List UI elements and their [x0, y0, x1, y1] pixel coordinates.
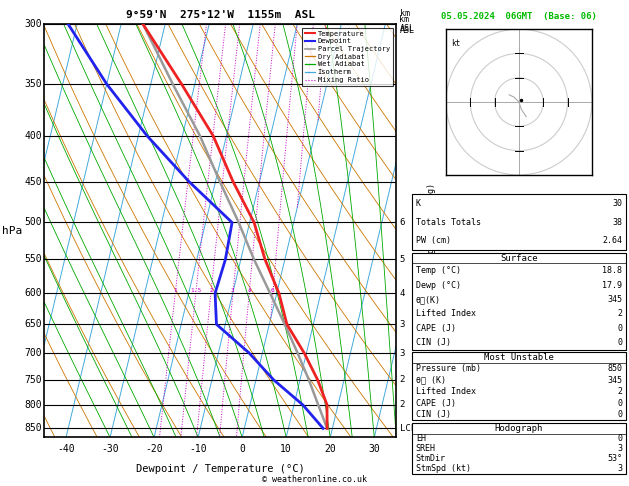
Text: StmSpd (kt): StmSpd (kt) — [416, 464, 470, 473]
Text: 2: 2 — [617, 387, 622, 396]
Text: hPa: hPa — [3, 226, 23, 236]
Text: kt: kt — [451, 39, 460, 48]
Text: 0: 0 — [617, 410, 622, 419]
Text: 800: 800 — [24, 400, 42, 410]
Text: 18.8: 18.8 — [602, 266, 622, 275]
Text: PW (cm): PW (cm) — [416, 237, 451, 245]
Text: 0: 0 — [617, 338, 622, 347]
Text: 0: 0 — [239, 444, 245, 454]
Text: 850: 850 — [24, 423, 42, 434]
Text: Lifted Index: Lifted Index — [416, 310, 476, 318]
Text: 700: 700 — [24, 348, 42, 358]
Text: 500: 500 — [24, 218, 42, 227]
Text: 2: 2 — [209, 288, 213, 293]
Text: 4: 4 — [400, 289, 405, 298]
Text: 550: 550 — [24, 255, 42, 264]
Text: 650: 650 — [24, 319, 42, 330]
Text: StmDir: StmDir — [416, 454, 446, 463]
Text: 10: 10 — [281, 444, 292, 454]
Text: 2: 2 — [617, 310, 622, 318]
Text: 6: 6 — [271, 288, 275, 293]
Text: 3: 3 — [617, 444, 622, 453]
Text: Temp (°C): Temp (°C) — [416, 266, 461, 275]
Text: -20: -20 — [145, 444, 163, 454]
Text: Most Unstable: Most Unstable — [484, 353, 554, 362]
Text: EH: EH — [416, 434, 426, 443]
Text: 1.5: 1.5 — [190, 288, 201, 293]
Text: 5: 5 — [400, 255, 405, 264]
Text: 300: 300 — [24, 19, 42, 29]
Text: km: km — [400, 9, 409, 18]
Text: ASL: ASL — [400, 25, 415, 35]
Text: -30: -30 — [101, 444, 119, 454]
Text: 0: 0 — [617, 434, 622, 443]
Text: -40: -40 — [57, 444, 75, 454]
Text: Dewpoint / Temperature (°C): Dewpoint / Temperature (°C) — [136, 464, 304, 474]
Text: 2.64: 2.64 — [602, 237, 622, 245]
Text: 17.9: 17.9 — [602, 280, 622, 290]
Text: Totals Totals: Totals Totals — [416, 218, 481, 227]
Text: Hodograph: Hodograph — [495, 424, 543, 433]
Text: 450: 450 — [24, 176, 42, 187]
Text: 1: 1 — [174, 288, 177, 293]
Text: 345: 345 — [607, 376, 622, 385]
Text: Surface: Surface — [500, 254, 538, 262]
Text: SREH: SREH — [416, 444, 436, 453]
Text: 750: 750 — [24, 375, 42, 385]
Text: 345: 345 — [607, 295, 622, 304]
Text: 3: 3 — [617, 464, 622, 473]
Text: 2: 2 — [400, 400, 405, 409]
Text: θᴄ(K): θᴄ(K) — [416, 295, 441, 304]
Text: 30: 30 — [369, 444, 380, 454]
Text: 3: 3 — [400, 348, 405, 358]
Text: © weatheronline.co.uk: © weatheronline.co.uk — [262, 475, 367, 484]
Legend: Temperature, Dewpoint, Parcel Trajectory, Dry Adiabat, Wet Adiabat, Isotherm, Mi: Temperature, Dewpoint, Parcel Trajectory… — [302, 28, 392, 86]
Text: 850: 850 — [607, 364, 622, 373]
Text: CAPE (J): CAPE (J) — [416, 399, 456, 408]
Text: CAPE (J): CAPE (J) — [416, 324, 456, 333]
Text: 400: 400 — [24, 131, 42, 141]
Text: km: km — [399, 15, 409, 24]
Text: 53°: 53° — [607, 454, 622, 463]
Text: 38: 38 — [612, 218, 622, 227]
Text: 350: 350 — [24, 79, 42, 89]
Text: 600: 600 — [24, 288, 42, 298]
Text: -10: -10 — [189, 444, 207, 454]
Text: CIN (J): CIN (J) — [416, 410, 451, 419]
Text: 9°59'N  275°12'W  1155m  ASL: 9°59'N 275°12'W 1155m ASL — [126, 10, 314, 20]
Text: Dewp (°C): Dewp (°C) — [416, 280, 461, 290]
Text: 0: 0 — [617, 399, 622, 408]
Text: Lifted Index: Lifted Index — [416, 387, 476, 396]
Text: 30: 30 — [612, 199, 622, 208]
Text: ASL: ASL — [399, 24, 415, 34]
Text: Pressure (mb): Pressure (mb) — [416, 364, 481, 373]
Text: CIN (J): CIN (J) — [416, 338, 451, 347]
Text: Mixing Ratio (g/kg): Mixing Ratio (g/kg) — [427, 183, 436, 278]
Text: LCL: LCL — [400, 424, 416, 433]
Text: 6: 6 — [400, 218, 405, 227]
Text: 2: 2 — [400, 375, 405, 384]
Text: 05.05.2024  06GMT  (Base: 06): 05.05.2024 06GMT (Base: 06) — [441, 12, 597, 21]
Text: 0: 0 — [617, 324, 622, 333]
Text: 20: 20 — [325, 444, 336, 454]
Text: 3: 3 — [231, 288, 235, 293]
Text: K: K — [416, 199, 421, 208]
Text: 4: 4 — [247, 288, 251, 293]
Text: θᴄ (K): θᴄ (K) — [416, 376, 446, 385]
Text: 3: 3 — [400, 320, 405, 329]
